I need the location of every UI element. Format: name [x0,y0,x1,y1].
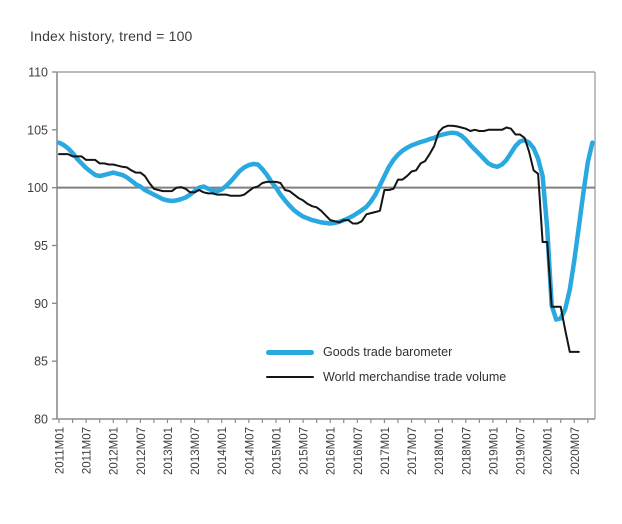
legend-label: Goods trade barometer [323,345,453,359]
series-line-goods-trade-barometer [56,130,595,322]
x-tick-label: 2014M01 [217,427,229,475]
x-tick-label: 2020M01 [543,427,555,475]
x-tick-label: 2011M01 [55,427,67,474]
legend-label: World merchandise trade volume [323,370,507,384]
y-tick-label: 95 [34,239,48,253]
series-line-world-merchandise-trade-volume [58,124,580,353]
x-tick-label: 2015M07 [299,427,311,475]
y-tick-label: 85 [34,355,48,369]
x-tick-label: 2020M07 [570,427,582,475]
x-tick-label: 2018M07 [461,427,473,475]
chart-legend: Goods trade barometer World merchandise … [266,345,506,384]
x-tick-label: 2012M07 [136,427,148,475]
legend-item-world-merchandise-trade-volume: World merchandise trade volume [266,370,506,384]
y-tick-label: 100 [27,181,48,195]
x-tick-label: 2011M07 [82,427,94,474]
x-tick-label: 2015M01 [271,427,283,475]
x-tick-label: 2013M01 [163,427,175,475]
y-tick-label: 80 [34,413,48,427]
x-tick-label: 2012M01 [109,427,121,475]
x-tick-label: 2019M01 [488,427,500,475]
x-tick-label: 2013M07 [190,427,202,475]
x-tick-label: 2016M07 [353,427,365,475]
x-tick-label: 2018M01 [434,427,446,475]
x-tick-label: 2016M01 [326,427,338,475]
legend-item-goods-trade-barometer: Goods trade barometer [266,345,506,359]
x-tick-label: 2017M01 [380,427,392,475]
chart-title: Index history, trend = 100 [30,28,193,44]
x-tick-label: 2019M07 [516,427,528,475]
legend-line-sample-barometer [266,349,314,355]
y-tick-label: 90 [34,297,48,311]
legend-line-sample-volume [266,376,314,378]
y-tick-label: 110 [28,66,48,80]
y-tick-label: 105 [27,123,48,137]
x-tick-label: 2017M07 [407,427,419,475]
x-tick-label: 2014M07 [244,427,256,475]
